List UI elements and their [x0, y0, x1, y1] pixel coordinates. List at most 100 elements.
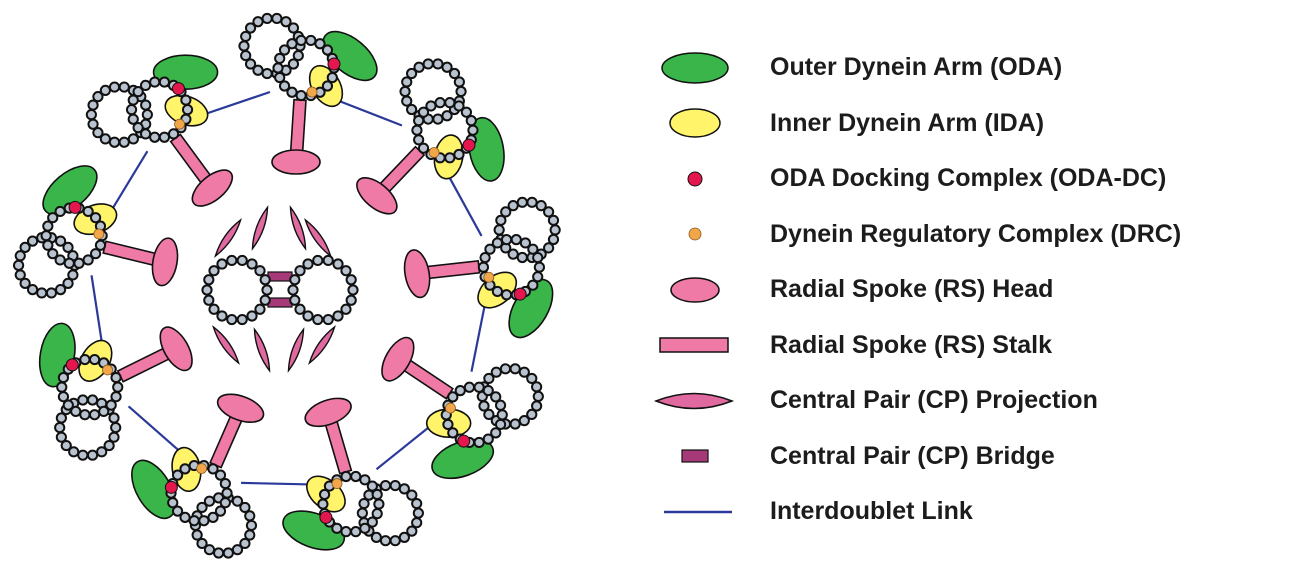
tubule-bead	[207, 463, 219, 475]
tubule-bead	[98, 405, 110, 417]
radial-spoke-head	[304, 397, 352, 428]
tubule-bead	[399, 85, 411, 98]
oda-docking-complex	[462, 138, 476, 152]
tubule-bead	[240, 30, 252, 43]
tubule-bead	[533, 261, 546, 273]
tubule-bead	[254, 303, 266, 315]
legend-symbol-oda-dc	[687, 171, 703, 187]
legend-symbol-drc	[688, 227, 702, 241]
tubule-bead	[448, 67, 461, 80]
tubule-bead	[500, 206, 512, 218]
oda-docking-complex	[65, 358, 79, 372]
tubule-bead	[482, 385, 494, 397]
legend-symbol-oda	[661, 52, 729, 84]
tubule-bead	[89, 409, 101, 421]
tubule-bead	[531, 400, 543, 412]
tubule-bead	[56, 381, 68, 393]
tubule-bead	[85, 109, 97, 121]
tubule-bead	[499, 363, 512, 375]
tubule-bead	[359, 474, 371, 486]
tubule-bead	[332, 258, 344, 270]
legend-symbol-rs-head	[670, 277, 720, 303]
dynein-regulatory-complex	[331, 478, 343, 489]
tubule-bead	[171, 505, 184, 517]
tubule-bead	[413, 115, 425, 127]
tubule-bead	[26, 235, 39, 247]
tubule-bead	[370, 531, 382, 543]
tubule-bead	[444, 97, 456, 109]
tubule-bead	[490, 427, 502, 439]
tubule-bead	[240, 49, 252, 62]
tubule-bead	[482, 433, 494, 445]
legend-label: Central Pair (CP) Projection	[770, 386, 1098, 415]
tubule-bead	[322, 313, 334, 326]
tubule-bead	[412, 507, 424, 519]
tubule-bead	[507, 248, 519, 260]
tubule-bead	[110, 391, 122, 403]
tubule-bead	[460, 106, 473, 118]
tubule-bead	[196, 537, 208, 550]
tubule-bead	[214, 469, 227, 481]
tubule-bead	[239, 501, 251, 514]
tubule-bead	[118, 81, 130, 93]
outer-doublet	[85, 54, 219, 148]
tubule-bead	[526, 372, 538, 385]
tubule-bead	[509, 363, 521, 375]
tubule-bead	[179, 463, 191, 475]
tubule-bead	[90, 248, 102, 260]
tubule-bead	[110, 371, 122, 384]
legend-label: Outer Dynein Arm (ODA)	[770, 53, 1063, 82]
tubule-bead	[77, 394, 89, 406]
tubule-bead	[110, 421, 122, 434]
tubule-bead	[531, 381, 543, 393]
tubule-bead	[455, 85, 467, 98]
tubule-bead	[490, 391, 502, 403]
tubule-bead	[287, 22, 300, 34]
tubule-bead	[491, 285, 504, 298]
legend-label: Inner Dynein Arm (IDA)	[770, 108, 1045, 137]
legend-item-rs-stalk: Radial Spoke (RS) Stalk	[640, 318, 1305, 374]
oda-docking-complex	[171, 82, 185, 96]
tubule-bead	[62, 241, 74, 253]
tubule-bead	[47, 212, 59, 224]
tubule-bead	[86, 449, 99, 461]
tubule-bead	[82, 205, 94, 218]
tubule-bead	[79, 353, 91, 366]
tubule-bead	[73, 257, 85, 269]
tubule-bead	[246, 258, 258, 270]
tubule-bead	[494, 399, 507, 411]
tubule-bead	[42, 239, 54, 251]
a-tubule	[477, 234, 546, 301]
tubule-bead	[358, 497, 370, 510]
legend-symbol-cp-projection	[653, 392, 735, 409]
tubule-bead	[207, 511, 219, 523]
tubule-bead	[406, 489, 418, 501]
tubule-bead	[244, 58, 257, 70]
tubule-bead	[286, 38, 298, 50]
tubule-bead	[252, 16, 264, 28]
tubule-bead	[289, 294, 301, 306]
tubule-bead	[389, 479, 401, 492]
tubule-bead	[532, 390, 544, 403]
tubule-bead	[366, 516, 378, 528]
tubule-bead	[132, 122, 144, 134]
tubule-bead	[272, 62, 284, 74]
cp-projection	[287, 327, 305, 373]
legend-item-oda-dc: ODA Docking Complex (ODA-DC)	[640, 151, 1305, 207]
radial-spoke-head	[216, 393, 265, 423]
tubule-bead	[322, 254, 334, 267]
tubule-bead	[236, 254, 248, 267]
cp-projection	[289, 205, 307, 251]
tubule-bead	[366, 480, 378, 492]
tubule-bead	[67, 269, 79, 281]
tubule-bead	[441, 61, 453, 73]
tubule-bead	[398, 531, 410, 543]
tubule-bead	[108, 412, 120, 424]
tubule-bead	[454, 385, 466, 397]
legend-label: Dynein Regulatory Complex (DRC)	[770, 219, 1182, 248]
tubule-bead	[535, 200, 547, 212]
tubule-bead	[92, 91, 104, 103]
tubule-bead	[19, 277, 31, 289]
tubule-bead	[312, 313, 324, 326]
tubule-bead	[239, 537, 251, 550]
